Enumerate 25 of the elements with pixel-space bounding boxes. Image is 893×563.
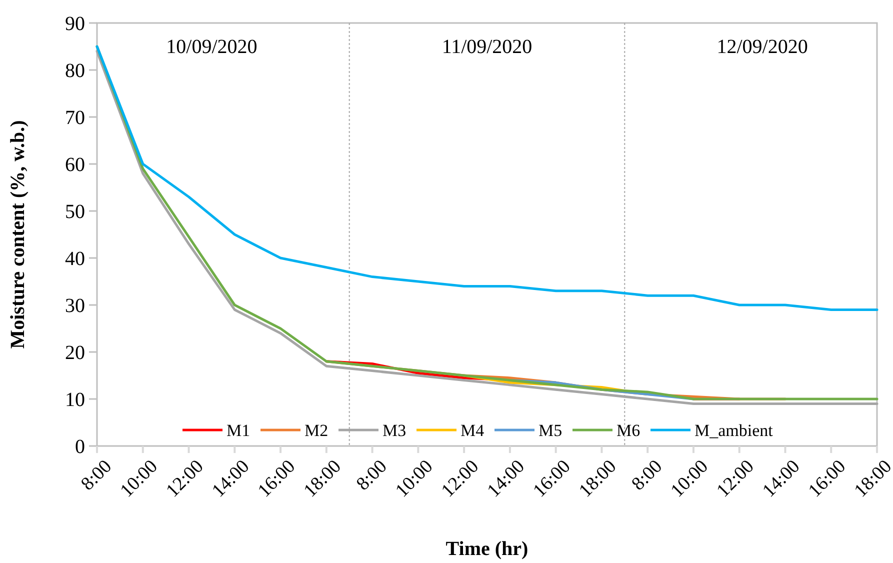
y-tick-label: 80 xyxy=(65,60,85,82)
y-tick-label: 40 xyxy=(65,248,85,270)
y-tick-label: 90 xyxy=(65,13,85,35)
y-axis-title: Moisture content (%, w.b.) xyxy=(7,120,29,349)
x-tick-label: 8:00 xyxy=(77,456,116,495)
y-tick-label: 50 xyxy=(65,201,85,223)
legend-label: M5 xyxy=(538,420,562,440)
y-tick-label: 30 xyxy=(65,295,85,317)
y-tick-label: 60 xyxy=(65,154,85,176)
legend-label: M6 xyxy=(616,420,640,440)
legend-label: M4 xyxy=(460,420,485,440)
y-tick-label: 0 xyxy=(75,436,85,458)
annotation: 10/09/2020 xyxy=(166,36,258,58)
x-axis-title: Time (hr) xyxy=(446,538,528,560)
legend-label: M_ambient xyxy=(694,420,774,440)
annotation: 11/09/2020 xyxy=(442,36,532,58)
y-tick-label: 10 xyxy=(65,389,85,411)
y-tick-label: 20 xyxy=(65,342,85,364)
legend-label: M2 xyxy=(304,420,328,440)
annotation: 12/09/2020 xyxy=(716,36,808,58)
x-tick-label: 8:00 xyxy=(628,456,667,495)
legend-label: M1 xyxy=(226,420,250,440)
y-tick-label: 70 xyxy=(65,107,85,129)
legend-label: M3 xyxy=(382,420,406,440)
x-tick-label: 8:00 xyxy=(352,456,392,495)
